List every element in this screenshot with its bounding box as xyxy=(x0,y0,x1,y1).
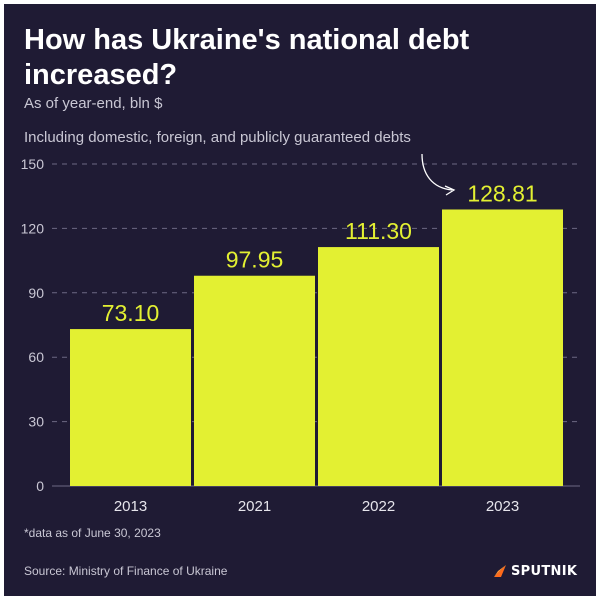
x-tick-label: 2021 xyxy=(238,498,271,515)
sputnik-logo-icon xyxy=(494,565,506,577)
y-tick-label: 120 xyxy=(21,220,45,236)
x-tick-label: 2022 xyxy=(362,498,395,515)
bar xyxy=(442,209,563,487)
y-tick-label: 90 xyxy=(28,285,44,301)
data-label: 73.10 xyxy=(102,300,160,326)
annotation-arrow xyxy=(421,153,453,191)
sputnik-logo: SPUTNIK xyxy=(492,561,577,581)
y-tick-label: 0 xyxy=(36,478,44,494)
x-tick-label: 2023 xyxy=(486,498,519,515)
footnote: *data as of June 30, 2023 xyxy=(24,526,161,540)
x-tick-label: 2013 xyxy=(114,498,147,515)
bar-chart: 0 30 60 90 120 150 73.10 2013 97.95 2021 111.30 20… xyxy=(21,153,580,515)
y-tick-label: 60 xyxy=(28,349,44,365)
chart-title: How has Ukraine's national debt increase… xyxy=(24,24,470,91)
chart-subtitle: As of year-end, bln $ xyxy=(24,95,163,112)
bar-layer xyxy=(70,209,563,487)
data-label: 97.95 xyxy=(226,247,284,273)
bar xyxy=(318,247,439,486)
chart-annotation: Including domestic, foreign, and publicl… xyxy=(24,129,411,146)
data-label: 111.30 xyxy=(345,218,412,244)
source-note: Source: Ministry of Finance of Ukraine xyxy=(24,564,228,578)
brand-name: SPUTNIK xyxy=(511,563,578,579)
bar xyxy=(194,275,315,486)
bar xyxy=(70,329,191,486)
chart-card: How has Ukraine's national debt increase… xyxy=(4,4,596,596)
y-tick-label: 30 xyxy=(28,414,44,430)
label-layer: 73.10 2013 97.95 2021 111.30 2022 128.81 2023 xyxy=(102,180,538,515)
annotation-arrowhead-icon xyxy=(444,185,456,196)
data-label: 128.81 xyxy=(467,180,537,206)
y-tick-label: 150 xyxy=(21,156,45,172)
